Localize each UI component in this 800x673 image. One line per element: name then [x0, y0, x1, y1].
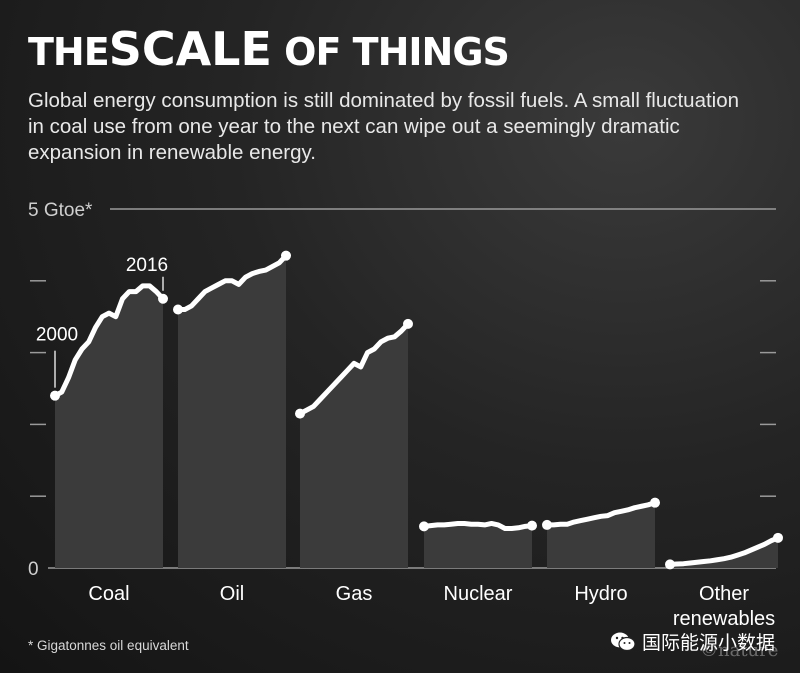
point-start-coal	[50, 390, 60, 401]
ytick-label-5: 5 Gtoe*	[28, 200, 93, 221]
watermark: 国际能源小数据	[610, 628, 775, 655]
area-other-renewables	[670, 537, 778, 568]
wechat-icon	[611, 632, 636, 651]
point-start-hydro	[542, 519, 552, 530]
category-label-gas: Gas	[336, 583, 373, 605]
line-gas	[297, 321, 411, 417]
category-label-coal: Coal	[88, 583, 129, 605]
category-label-hydro: Hydro	[574, 583, 627, 605]
line-coal	[52, 283, 166, 399]
point-start-other-renewables	[665, 559, 675, 570]
line-hydro	[544, 500, 658, 528]
category-label-other-renewables-1: renewables	[673, 608, 775, 630]
area-hydro	[547, 502, 655, 568]
annotation-2016: 2016	[126, 255, 168, 276]
point-end-oil	[281, 250, 291, 261]
watermark-text: 国际能源小数据	[642, 633, 776, 654]
chart-subtitle: Global energy consumption is still domin…	[28, 89, 740, 164]
point-end-hydro	[650, 497, 660, 508]
category-label-other-renewables-0: Other	[699, 583, 749, 605]
area-coal	[55, 285, 163, 568]
category-label-oil: Oil	[220, 583, 244, 605]
ytick-label-0: 0	[28, 559, 39, 580]
category-label-nuclear: Nuclear	[444, 583, 513, 605]
area-nuclear	[424, 523, 532, 568]
point-end-nuclear	[527, 520, 537, 531]
point-end-other-renewables	[773, 532, 783, 543]
title-the: THE	[28, 30, 110, 74]
annotation-2000: 2000	[36, 325, 78, 346]
chart-title: THESCALE OF THINGS	[28, 22, 510, 76]
point-end-gas	[403, 318, 413, 329]
nature-watermark: ©nature	[700, 640, 779, 661]
line-nuclear	[421, 520, 535, 532]
title-scale: SCALE	[108, 22, 272, 76]
footnote: * Gigatonnes oil equivalent	[28, 638, 189, 653]
area-gas	[300, 323, 408, 568]
line-other-renewables	[667, 535, 781, 567]
title-of-things: OF THINGS	[284, 30, 510, 74]
point-start-gas	[295, 408, 305, 419]
point-end-coal	[158, 293, 168, 304]
point-start-nuclear	[419, 521, 429, 532]
point-start-oil	[173, 304, 183, 315]
area-oil	[178, 255, 286, 569]
line-oil	[175, 253, 289, 313]
